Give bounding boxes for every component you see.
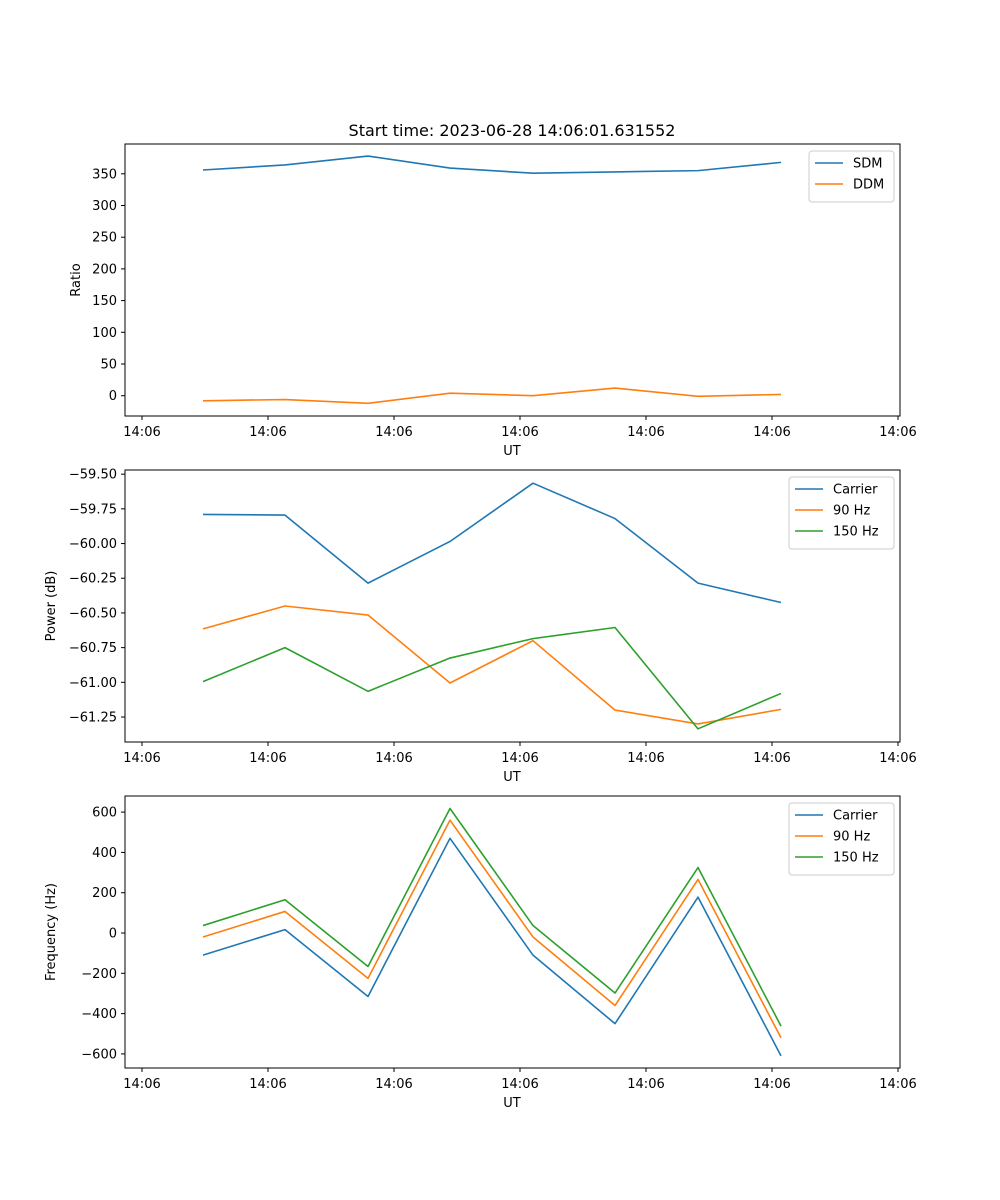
x-tick-label: 14:06 — [753, 1077, 790, 1092]
y-tick-label: 100 — [92, 326, 117, 341]
x-tick-label: 14:06 — [249, 751, 286, 766]
x-tick-label: 14:06 — [627, 751, 664, 766]
x-tick-label: 14:06 — [375, 751, 412, 766]
x-axis-label: UT — [503, 444, 521, 459]
legend-entry: DDM — [853, 178, 884, 193]
legend: SDM DDM — [808, 150, 895, 203]
x-tick-label: 14:06 — [627, 1077, 664, 1092]
x-tick-label: 14:06 — [123, 1077, 160, 1092]
axes-frame — [124, 469, 901, 743]
y-tick-label: −59.50 — [69, 468, 117, 483]
series-line-sdm — [202, 155, 782, 174]
y-tick-label: 0 — [109, 389, 117, 404]
legend-entry: Carrier — [833, 809, 878, 824]
series-line-ddm — [202, 387, 782, 405]
chart-panel-1: 0 50 100 150 200 250 300 350 14:06 14:06 14:06 14:0… — [69, 121, 917, 459]
y-tick-label: 200 — [92, 262, 117, 277]
x-tick-label: 14:06 — [249, 425, 286, 440]
series-line-150-hz — [202, 626, 782, 730]
legend: Carrier 90 Hz 150 Hz — [788, 476, 895, 550]
legend-entry: 150 Hz — [833, 851, 879, 866]
y-tick-label: −200 — [81, 967, 117, 982]
legend: Carrier 90 Hz 150 Hz — [788, 802, 895, 876]
y-tick-label: 200 — [92, 886, 117, 901]
x-tick-label: 14:06 — [123, 425, 160, 440]
y-tick-label: 350 — [92, 167, 117, 182]
x-tick-label: 14:06 — [627, 425, 664, 440]
y-tick-label: −59.75 — [69, 502, 117, 517]
series-line-150-hz — [202, 807, 782, 1027]
x-tick-label: 14:06 — [501, 425, 538, 440]
series-line-90-hz — [202, 819, 782, 1039]
x-tick-label: 14:06 — [879, 751, 916, 766]
x-tick-label: 14:06 — [375, 1077, 412, 1092]
x-tick-label: 14:06 — [249, 1077, 286, 1092]
x-tick-label: 14:06 — [753, 751, 790, 766]
y-tick-label: 400 — [92, 846, 117, 861]
series-line-carrier — [202, 482, 782, 604]
y-tick-label: 150 — [92, 294, 117, 309]
legend-entry: 150 Hz — [833, 525, 879, 540]
x-axis-label: UT — [503, 770, 521, 785]
x-tick-label: 14:06 — [879, 1077, 916, 1092]
y-tick-label: 0 — [109, 927, 117, 942]
legend-entry: Carrier — [833, 483, 878, 498]
y-tick-label: −60.50 — [69, 606, 117, 621]
y-tick-label: −60.00 — [69, 537, 117, 552]
y-tick-label: −400 — [81, 1007, 117, 1022]
x-axis-label: UT — [503, 1096, 521, 1111]
y-axis-label: Frequency (Hz) — [44, 883, 59, 981]
y-axis-label: Power (dB) — [44, 571, 59, 642]
y-tick-label: −61.00 — [69, 676, 117, 691]
x-tick-label: 14:06 — [375, 425, 412, 440]
series-line-carrier — [202, 837, 782, 1057]
axes-frame — [124, 795, 901, 1069]
chart-panel-3: −600 −400 −200 0 200 400 600 14:06 14:06 14:06 14:… — [44, 795, 917, 1111]
y-tick-label: 250 — [92, 231, 117, 246]
legend-entry: 90 Hz — [833, 504, 870, 519]
y-tick-label: −600 — [81, 1047, 117, 1062]
y-tick-label: −60.25 — [69, 572, 117, 587]
y-tick-label: −60.75 — [69, 641, 117, 656]
x-tick-label: 14:06 — [879, 425, 916, 440]
x-tick-label: 14:06 — [501, 1077, 538, 1092]
y-axis-label: Ratio — [69, 263, 84, 296]
x-tick-label: 14:06 — [753, 425, 790, 440]
y-tick-label: −61.25 — [69, 711, 117, 726]
legend-entry: 90 Hz — [833, 830, 870, 845]
y-tick-label: 600 — [92, 806, 117, 821]
chart-title: Start time: 2023-06-28 14:06:01.631552 — [349, 121, 676, 140]
axes-frame — [124, 143, 901, 417]
y-tick-label: 300 — [92, 199, 117, 214]
chart-panel-2: −61.25 −61.00 −60.75 −60.50 −60.25 −60.00 −59.… — [44, 468, 917, 785]
legend-entry: SDM — [853, 157, 882, 172]
series-line-90-hz — [202, 605, 782, 725]
x-tick-label: 14:06 — [501, 751, 538, 766]
x-tick-label: 14:06 — [123, 751, 160, 766]
y-tick-label: 50 — [100, 358, 117, 373]
